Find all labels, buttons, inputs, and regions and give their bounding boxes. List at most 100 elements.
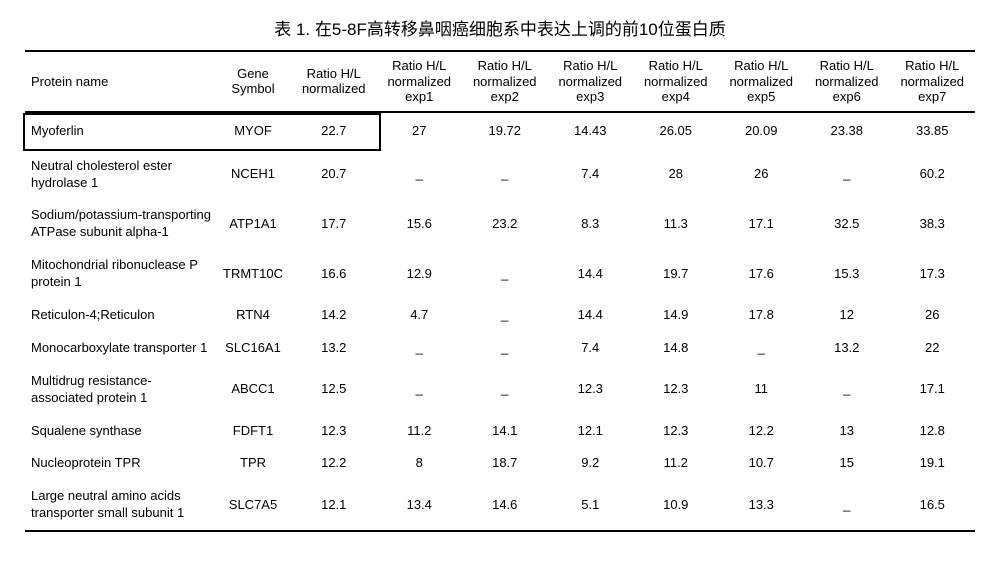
cell-value: 12 [804, 299, 890, 332]
cell-value: 20.09 [719, 112, 805, 150]
cell-value: 12.1 [291, 480, 377, 531]
table-row: Mitochondrial ribonuclease P protein 1TR… [25, 249, 975, 299]
cell-gene-symbol: ABCC1 [215, 365, 291, 415]
cell-value: 12.2 [291, 447, 377, 480]
cell-value: 11 [719, 365, 805, 415]
cell-value: 13.2 [291, 332, 377, 365]
cell-value: 15 [804, 447, 890, 480]
cell-value: 22.7 [291, 112, 377, 150]
cell-value: 10.7 [719, 447, 805, 480]
table-row: Nucleoprotein TPRTPR12.2818.79.211.210.7… [25, 447, 975, 480]
cell-value: 16.6 [291, 249, 377, 299]
cell-gene-symbol: TPR [215, 447, 291, 480]
table-title: 表 1. 在5-8F高转移鼻咽癌细胞系中表达上调的前10位蛋白质 [25, 15, 975, 40]
cell-value: _ [377, 150, 463, 200]
cell-value: 17.8 [719, 299, 805, 332]
cell-value: 10.9 [633, 480, 719, 531]
cell-value: 26 [890, 299, 976, 332]
cell-value: 19.7 [633, 249, 719, 299]
cell-protein-name: Sodium/potassium-transporting ATPase sub… [25, 199, 215, 249]
cell-value: 13 [804, 415, 890, 448]
cell-value: 8.3 [548, 199, 634, 249]
cell-value: _ [462, 365, 548, 415]
cell-value: 12.1 [548, 415, 634, 448]
cell-value: 15.3 [804, 249, 890, 299]
cell-value: 12.3 [633, 365, 719, 415]
cell-value: 14.4 [548, 299, 634, 332]
cell-protein-name: Multidrug resistance-associated protein … [25, 365, 215, 415]
cell-value: 14.8 [633, 332, 719, 365]
cell-gene-symbol: ATP1A1 [215, 199, 291, 249]
cell-gene-symbol: MYOF [215, 112, 291, 150]
col-ratio-exp2: Ratio H/L normalized exp2 [462, 51, 548, 112]
cell-value: 12.5 [291, 365, 377, 415]
cell-value: 28 [633, 150, 719, 200]
cell-value: 12.3 [633, 415, 719, 448]
col-ratio-norm: Ratio H/L normalized [291, 51, 377, 112]
col-protein-name: Protein name [25, 51, 215, 112]
cell-value: 19.1 [890, 447, 976, 480]
cell-value: 12.3 [548, 365, 634, 415]
table-row: Neutral cholesterol ester hydrolase 1NCE… [25, 150, 975, 200]
table-row: MyoferlinMYOF22.72719.7214.4326.0520.092… [25, 112, 975, 150]
cell-value: _ [462, 332, 548, 365]
cell-value: 22 [890, 332, 976, 365]
cell-value: 14.43 [548, 112, 634, 150]
cell-value: 18.7 [462, 447, 548, 480]
cell-value: 4.7 [377, 299, 463, 332]
cell-value: 14.1 [462, 415, 548, 448]
table-row: Large neutral amino acids transporter sm… [25, 480, 975, 531]
cell-value: 9.2 [548, 447, 634, 480]
cell-value: 14.4 [548, 249, 634, 299]
cell-value: 7.4 [548, 150, 634, 200]
cell-value: 7.4 [548, 332, 634, 365]
cell-value: 13.4 [377, 480, 463, 531]
cell-protein-name: Large neutral amino acids transporter sm… [25, 480, 215, 531]
cell-protein-name: Squalene synthase [25, 415, 215, 448]
cell-value: 26.05 [633, 112, 719, 150]
header-row: Protein name Gene Symbol Ratio H/L norma… [25, 51, 975, 112]
cell-value: 17.1 [719, 199, 805, 249]
cell-value: 20.7 [291, 150, 377, 200]
cell-protein-name: Nucleoprotein TPR [25, 447, 215, 480]
cell-value: 11.2 [633, 447, 719, 480]
cell-gene-symbol: SLC7A5 [215, 480, 291, 531]
cell-value: _ [462, 299, 548, 332]
cell-value: 17.1 [890, 365, 976, 415]
cell-value: _ [377, 365, 463, 415]
cell-protein-name: Reticulon-4;Reticulon [25, 299, 215, 332]
cell-value: 8 [377, 447, 463, 480]
cell-value: 23.2 [462, 199, 548, 249]
cell-value: 12.3 [291, 415, 377, 448]
table-row: Sodium/potassium-transporting ATPase sub… [25, 199, 975, 249]
col-ratio-exp1: Ratio H/L normalized exp1 [377, 51, 463, 112]
col-ratio-exp3: Ratio H/L normalized exp3 [548, 51, 634, 112]
cell-value: 60.2 [890, 150, 976, 200]
table-body: MyoferlinMYOF22.72719.7214.4326.0520.092… [25, 112, 975, 531]
cell-value: 17.6 [719, 249, 805, 299]
cell-value: _ [804, 365, 890, 415]
cell-value: _ [804, 150, 890, 200]
protein-table: Protein name Gene Symbol Ratio H/L norma… [25, 50, 975, 532]
cell-protein-name: Myoferlin [25, 112, 215, 150]
cell-value: 11.3 [633, 199, 719, 249]
cell-value: 11.2 [377, 415, 463, 448]
col-ratio-exp5: Ratio H/L normalized exp5 [719, 51, 805, 112]
cell-value: 16.5 [890, 480, 976, 531]
cell-value: _ [377, 332, 463, 365]
table-row: Reticulon-4;ReticulonRTN414.24.7_14.414.… [25, 299, 975, 332]
cell-value: 13.3 [719, 480, 805, 531]
cell-value: 15.6 [377, 199, 463, 249]
cell-value: 27 [377, 112, 463, 150]
table-row: Multidrug resistance-associated protein … [25, 365, 975, 415]
cell-gene-symbol: RTN4 [215, 299, 291, 332]
cell-value: 32.5 [804, 199, 890, 249]
cell-protein-name: Neutral cholesterol ester hydrolase 1 [25, 150, 215, 200]
cell-protein-name: Monocarboxylate transporter 1 [25, 332, 215, 365]
col-ratio-exp7: Ratio H/L normalized exp7 [890, 51, 976, 112]
cell-value: 12.9 [377, 249, 463, 299]
cell-value: 23.38 [804, 112, 890, 150]
cell-gene-symbol: TRMT10C [215, 249, 291, 299]
cell-value: 12.2 [719, 415, 805, 448]
col-ratio-exp4: Ratio H/L normalized exp4 [633, 51, 719, 112]
